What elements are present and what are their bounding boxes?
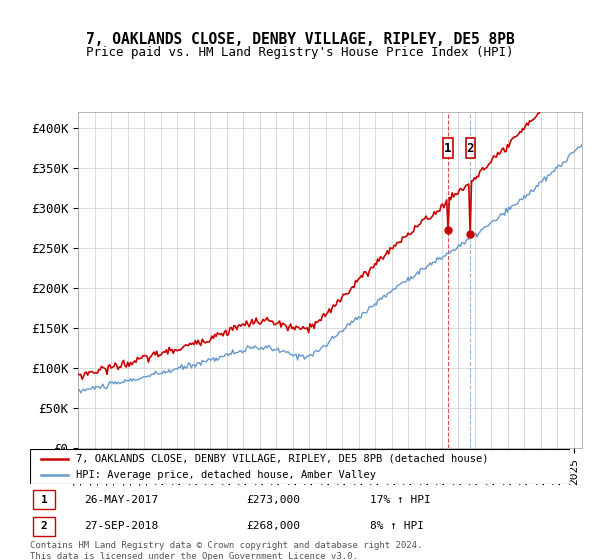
Text: 27-SEP-2018: 27-SEP-2018 xyxy=(84,521,158,531)
Text: 1: 1 xyxy=(445,142,452,155)
Text: £273,000: £273,000 xyxy=(246,494,300,505)
Text: 2: 2 xyxy=(41,521,47,531)
Text: Price paid vs. HM Land Registry's House Price Index (HPI): Price paid vs. HM Land Registry's House … xyxy=(86,46,514,59)
Bar xyxy=(33,516,55,536)
Text: Contains HM Land Registry data © Crown copyright and database right 2024.
This d: Contains HM Land Registry data © Crown c… xyxy=(30,542,422,560)
Bar xyxy=(33,490,55,510)
Text: 1: 1 xyxy=(41,494,47,505)
Text: 17% ↑ HPI: 17% ↑ HPI xyxy=(370,494,431,505)
Text: 7, OAKLANDS CLOSE, DENBY VILLAGE, RIPLEY, DE5 8PB: 7, OAKLANDS CLOSE, DENBY VILLAGE, RIPLEY… xyxy=(86,32,514,46)
Text: 8% ↑ HPI: 8% ↑ HPI xyxy=(370,521,424,531)
Text: HPI: Average price, detached house, Amber Valley: HPI: Average price, detached house, Ambe… xyxy=(76,470,376,480)
Bar xyxy=(466,138,475,158)
Bar xyxy=(443,138,452,158)
Text: 2: 2 xyxy=(466,142,474,155)
Text: 26-MAY-2017: 26-MAY-2017 xyxy=(84,494,158,505)
Text: £268,000: £268,000 xyxy=(246,521,300,531)
Text: 7, OAKLANDS CLOSE, DENBY VILLAGE, RIPLEY, DE5 8PB (detached house): 7, OAKLANDS CLOSE, DENBY VILLAGE, RIPLEY… xyxy=(76,454,488,464)
